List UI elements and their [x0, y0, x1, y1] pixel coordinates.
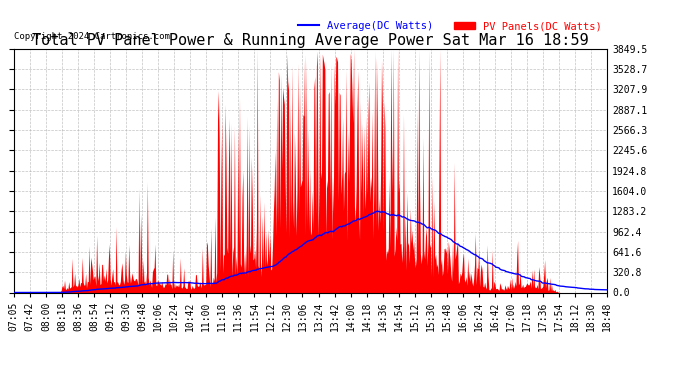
Title: Total PV Panel Power & Running Average Power Sat Mar 16 18:59: Total PV Panel Power & Running Average P… [32, 33, 589, 48]
Text: Copyright 2024 Cartronics.com: Copyright 2024 Cartronics.com [14, 32, 170, 41]
Legend: Average(DC Watts), PV Panels(DC Watts): Average(DC Watts), PV Panels(DC Watts) [298, 21, 602, 31]
